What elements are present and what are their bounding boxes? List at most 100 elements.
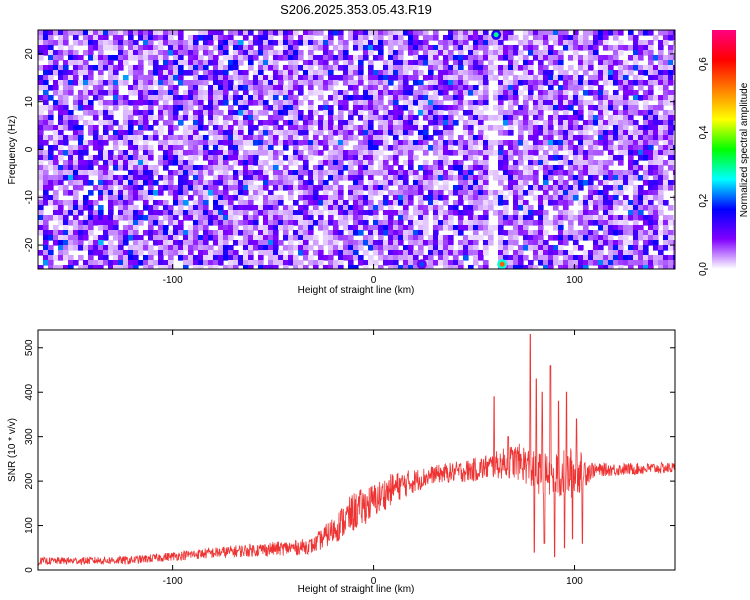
heatmap-cell — [503, 75, 509, 81]
heatmap-cell — [548, 260, 554, 266]
heatmap-cell — [533, 80, 539, 86]
heatmap-cell — [473, 250, 479, 256]
heatmap-cell — [203, 190, 209, 196]
heatmap-cell — [138, 215, 144, 221]
heatmap-cell — [63, 160, 69, 166]
heatmap-cell — [573, 185, 579, 191]
heatmap-cell — [333, 175, 339, 181]
heatmap-cell — [648, 220, 654, 226]
heatmap-cell — [143, 200, 149, 206]
heatmap-cell — [433, 130, 439, 136]
heatmap-cell — [103, 220, 109, 226]
heatmap-cell — [603, 230, 609, 236]
heatmap-cell — [438, 205, 444, 211]
heatmap-cell — [663, 225, 669, 231]
heatmap-cell — [118, 135, 124, 141]
heatmap-cell — [268, 260, 274, 266]
heatmap-cell — [368, 150, 374, 156]
heatmap-cell — [478, 165, 484, 171]
heatmap-cell — [663, 240, 669, 246]
heatmap-cell — [58, 105, 64, 111]
heatmap-cell — [638, 195, 644, 201]
heatmap-cell — [358, 65, 364, 71]
heatmap-cell — [203, 75, 209, 81]
heatmap-cell — [98, 135, 104, 141]
heatmap-cell — [428, 260, 434, 266]
heatmap-cell — [493, 95, 499, 101]
heatmap-cell — [488, 140, 494, 146]
heatmap-cell — [118, 65, 124, 71]
heatmap-cell — [343, 100, 349, 106]
heatmap-cell — [473, 145, 479, 151]
heatmap-cell — [498, 250, 504, 256]
heatmap-cell — [258, 265, 264, 269]
heatmap-cell — [218, 165, 224, 171]
heatmap-cell — [603, 125, 609, 131]
heatmap-cell — [133, 180, 139, 186]
heatmap-cell — [658, 230, 664, 236]
heatmap-cell — [243, 245, 249, 251]
heatmap-cell — [268, 210, 274, 216]
heatmap-cell — [313, 205, 319, 211]
heatmap-cell — [633, 250, 639, 256]
heatmap-cell — [58, 115, 64, 121]
heatmap-cell — [523, 205, 529, 211]
heatmap-cell — [583, 210, 589, 216]
heatmap-cell — [528, 135, 534, 141]
heatmap-cell — [278, 50, 284, 56]
heatmap-cell — [643, 115, 649, 121]
heatmap-cell — [258, 90, 264, 96]
heatmap-cell — [593, 35, 599, 41]
heatmap-cell — [183, 50, 189, 56]
heatmap-cell — [363, 145, 369, 151]
heatmap-cell — [113, 155, 119, 161]
heatmap-cell — [88, 55, 94, 61]
heatmap-cell — [553, 195, 559, 201]
heatmap-cell — [168, 190, 174, 196]
heatmap-cell — [268, 145, 274, 151]
heatmap-cell — [73, 205, 79, 211]
heatmap-cell — [143, 195, 149, 201]
heatmap-cell — [528, 75, 534, 81]
heatmap-cell — [523, 230, 529, 236]
heatmap-cell — [608, 80, 614, 86]
heatmap-cell — [353, 95, 359, 101]
heatmap-cell — [428, 65, 434, 71]
heatmap-cell — [358, 115, 364, 121]
heatmap-cell — [333, 240, 339, 246]
heatmap-cell — [38, 205, 44, 211]
heatmap-cell — [528, 235, 534, 241]
heatmap-cell — [353, 110, 359, 116]
heatmap-cell — [328, 55, 334, 61]
heatmap-cell — [193, 170, 199, 176]
heatmap-cell — [458, 260, 464, 266]
heatmap-cell — [248, 130, 254, 136]
heatmap-cell — [133, 260, 139, 266]
heatmap-cell — [298, 55, 304, 61]
heatmap-cell — [598, 135, 604, 141]
heatmap-cell — [363, 165, 369, 171]
heatmap-cell — [593, 40, 599, 46]
heatmap-cell — [103, 90, 109, 96]
heatmap-cell — [628, 180, 634, 186]
heatmap-cell — [173, 105, 179, 111]
heatmap-cell — [313, 185, 319, 191]
heatmap-cell — [408, 145, 414, 151]
heatmap-cell — [63, 90, 69, 96]
heatmap-cell — [158, 230, 164, 236]
heatmap-cell — [283, 90, 289, 96]
heatmap-cell — [533, 255, 539, 261]
heatmap-cell — [243, 200, 249, 206]
heatmap-cell — [558, 230, 564, 236]
heatmap-cell — [278, 30, 284, 36]
heatmap-cell — [413, 80, 419, 86]
heatmap-cell — [248, 120, 254, 126]
heatmap-cell — [548, 35, 554, 41]
heatmap-cell — [458, 85, 464, 91]
heatmap-cell — [43, 115, 49, 121]
heatmap-cell — [353, 180, 359, 186]
heatmap-cell — [553, 185, 559, 191]
heatmap-cell — [93, 170, 99, 176]
heatmap-cell — [183, 150, 189, 156]
heatmap-cell — [443, 35, 449, 41]
